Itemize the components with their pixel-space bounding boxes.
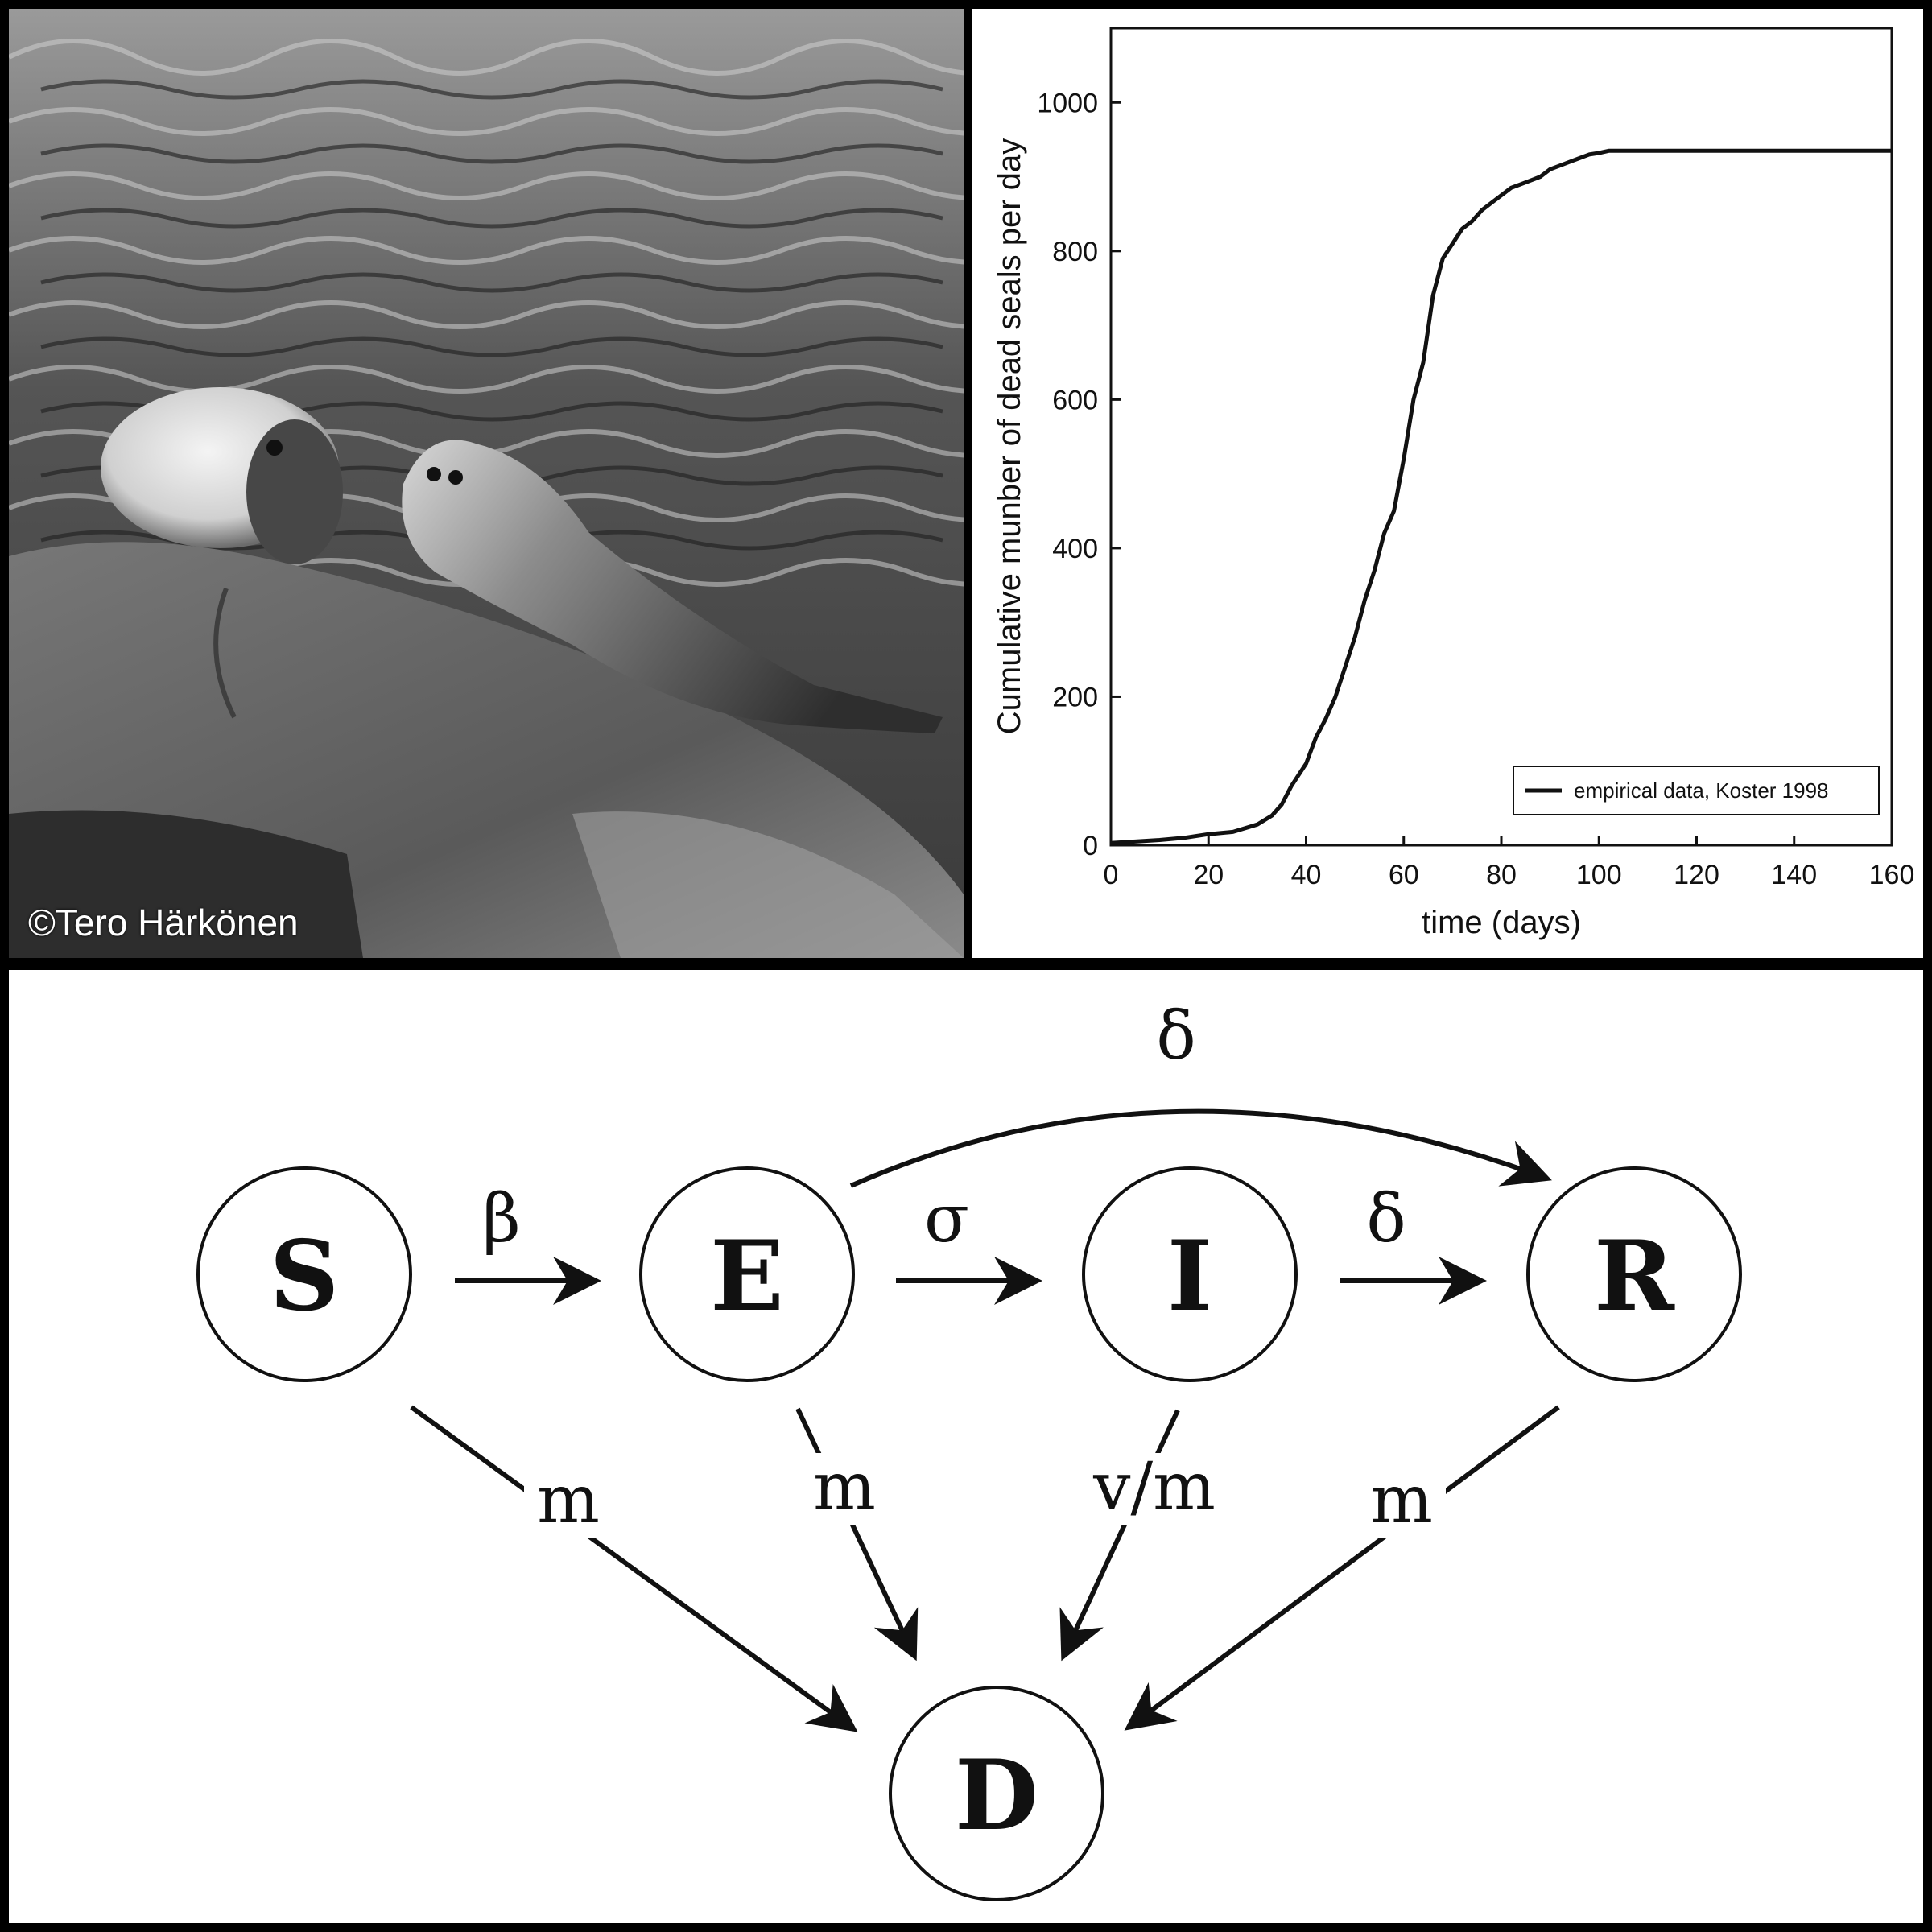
x-tick-label: 20 <box>1193 860 1224 890</box>
node-E-label: E <box>710 1220 783 1333</box>
x-tick-label: 40 <box>1291 860 1322 890</box>
y-tick-label: 400 <box>1052 534 1098 564</box>
rate-s-to-d-label: m <box>537 1462 600 1538</box>
arrow-i-to-d <box>1059 1409 1180 1662</box>
series-line-empirical <box>1110 148 1892 845</box>
node-S-label: S <box>270 1220 340 1333</box>
node-E: E <box>639 1166 855 1382</box>
rate-i-to-r-label: δ <box>1366 1181 1406 1257</box>
seird-model-diagram: S E I R D β σ δ δ m <box>9 970 1923 1923</box>
arrow-e-to-r <box>849 1108 1552 1188</box>
arrow-r-to-d <box>1124 1405 1560 1731</box>
x-tick-label: 140 <box>1771 860 1817 890</box>
node-D: D <box>889 1686 1104 1901</box>
node-I-label: I <box>1167 1220 1212 1333</box>
rate-r-to-d-bg <box>1357 1465 1446 1538</box>
rate-i-to-d-bg <box>1070 1453 1239 1525</box>
y-tick-label: 600 <box>1052 385 1098 415</box>
y-axis: 0 200 400 600 800 1000 <box>1037 88 1121 861</box>
arrow-e-to-d <box>795 1407 919 1662</box>
node-I: I <box>1082 1166 1298 1382</box>
x-tick-label: 160 <box>1869 860 1915 890</box>
x-tick-label: 120 <box>1674 860 1719 890</box>
cumulative-deaths-chart: 0 200 400 600 800 1000 0 20 40 60 80 100 120 140 160 … <box>972 9 1923 958</box>
y-tick-label: 0 <box>1083 831 1098 861</box>
seal-photo-panel: ©Tero Härkönen <box>9 9 964 958</box>
rate-e-to-d-bg <box>802 1453 890 1525</box>
rate-e-to-r-label: δ <box>1156 998 1195 1075</box>
rate-r-to-d-label: m <box>1370 1462 1433 1538</box>
legend: empirical data, Koster 1998 <box>1513 766 1880 815</box>
y-tick-label: 800 <box>1052 237 1098 267</box>
seal-photo-illustration <box>9 9 964 958</box>
rate-s-to-e-label: β <box>482 1181 520 1257</box>
y-tick-label: 1000 <box>1037 88 1098 118</box>
y-axis-title: Cumulative munber of dead seals per day <box>992 138 1027 734</box>
x-axis: 0 20 40 60 80 100 120 140 160 <box>1104 836 1915 890</box>
photo-credit: ©Tero Härkönen <box>28 902 299 943</box>
legend-box <box>1513 766 1880 815</box>
node-R: R <box>1526 1166 1742 1382</box>
rate-s-to-d-bg <box>524 1465 613 1538</box>
x-tick-label: 0 <box>1104 860 1119 890</box>
node-D-label: D <box>955 1739 1038 1852</box>
x-tick-label: 60 <box>1389 860 1419 890</box>
x-tick-label: 100 <box>1576 860 1622 890</box>
node-R-label: R <box>1594 1220 1675 1333</box>
x-tick-label: 80 <box>1486 860 1517 890</box>
y-tick-label: 200 <box>1052 682 1098 712</box>
legend-label: empirical data, Koster 1998 <box>1574 778 1829 803</box>
diagram-canvas: S E I R D β σ δ δ m <box>196 998 1742 1901</box>
node-S: S <box>196 1166 412 1382</box>
rate-e-to-d-label: m <box>813 1449 876 1525</box>
rate-e-to-i-label: σ <box>924 1181 969 1257</box>
arrow-s-to-d <box>410 1405 858 1732</box>
rate-i-to-d-label: v/m <box>1092 1449 1216 1525</box>
x-axis-title: time (days) <box>1422 905 1581 940</box>
